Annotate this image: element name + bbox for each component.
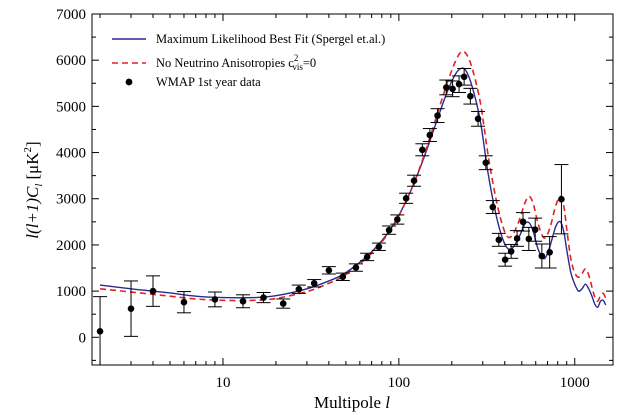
data-point bbox=[325, 267, 333, 274]
y-tick-label: 3000 bbox=[56, 192, 86, 208]
data-point bbox=[127, 305, 135, 312]
data-point bbox=[467, 92, 474, 100]
y-tick-label: 6000 bbox=[56, 53, 86, 69]
data-point bbox=[495, 236, 503, 244]
y-tick-label: 5000 bbox=[56, 99, 86, 115]
data-point bbox=[513, 235, 521, 242]
y-ticks: 0 1000 2000 3000 4000 5000 6000 7000 bbox=[56, 7, 613, 361]
data-point bbox=[507, 248, 515, 255]
legend-wmap-label: WMAP 1st year data bbox=[156, 75, 261, 89]
data-point bbox=[363, 253, 371, 261]
data-point bbox=[260, 294, 267, 301]
data-point bbox=[525, 235, 533, 243]
data-point bbox=[519, 218, 527, 226]
legend-fit-label: Maximum Likelihood Best Fit (Spergel et.… bbox=[156, 32, 385, 46]
data-point bbox=[449, 85, 456, 93]
y-tick-label: 0 bbox=[79, 330, 87, 346]
x-tick-label: 100 bbox=[388, 375, 411, 391]
data-point bbox=[460, 73, 468, 81]
data-point bbox=[474, 115, 482, 123]
data-point bbox=[442, 84, 450, 91]
y-tick-label: 1000 bbox=[56, 284, 86, 300]
x-tick-label: 10 bbox=[215, 375, 230, 391]
data-point bbox=[482, 159, 490, 167]
data-point bbox=[295, 285, 303, 293]
svg-text:l(l+1)Cl[μK2]: l(l+1)Cl[μK2] bbox=[22, 141, 45, 238]
data-point bbox=[352, 264, 360, 271]
legend-noneu-label: No Neutrino Anisotropies c2 vis=0 bbox=[156, 53, 316, 72]
y-tick-label: 4000 bbox=[56, 146, 86, 162]
data-point bbox=[149, 287, 157, 295]
x-ticks: 10 100 1000 bbox=[99, 14, 590, 391]
data-point bbox=[375, 243, 383, 251]
data-point bbox=[385, 226, 393, 234]
data-point bbox=[96, 327, 104, 335]
x-axis-title: Multipole l bbox=[314, 393, 390, 412]
data-point bbox=[402, 194, 410, 202]
data-point bbox=[546, 249, 553, 256]
data-point bbox=[211, 296, 219, 303]
data-point bbox=[455, 80, 463, 88]
legend-wmap-marker bbox=[125, 78, 133, 86]
data-point bbox=[239, 297, 247, 305]
data-point bbox=[410, 177, 418, 185]
data-point bbox=[531, 226, 539, 233]
legend: Maximum Likelihood Best Fit (Spergel et.… bbox=[112, 32, 385, 89]
data-point bbox=[419, 146, 426, 154]
data-point bbox=[489, 203, 497, 211]
y-tick-label: 2000 bbox=[56, 238, 86, 254]
y-tick-label: 7000 bbox=[56, 7, 86, 23]
no-neutrino-curve bbox=[99, 50, 607, 303]
data-point bbox=[558, 195, 565, 203]
data-point bbox=[279, 300, 287, 307]
data-point bbox=[394, 216, 401, 223]
data-point bbox=[426, 131, 434, 139]
data-point bbox=[180, 298, 188, 306]
data-points bbox=[93, 67, 569, 365]
data-point bbox=[501, 256, 509, 264]
data-point bbox=[339, 273, 347, 281]
y-axis-title: l(l+1)Cl[μK2] bbox=[22, 141, 45, 238]
data-point bbox=[434, 112, 441, 119]
data-point bbox=[310, 279, 318, 287]
plot-frame bbox=[91, 13, 614, 366]
x-tick-label: 1000 bbox=[560, 375, 590, 391]
data-point bbox=[538, 252, 546, 260]
